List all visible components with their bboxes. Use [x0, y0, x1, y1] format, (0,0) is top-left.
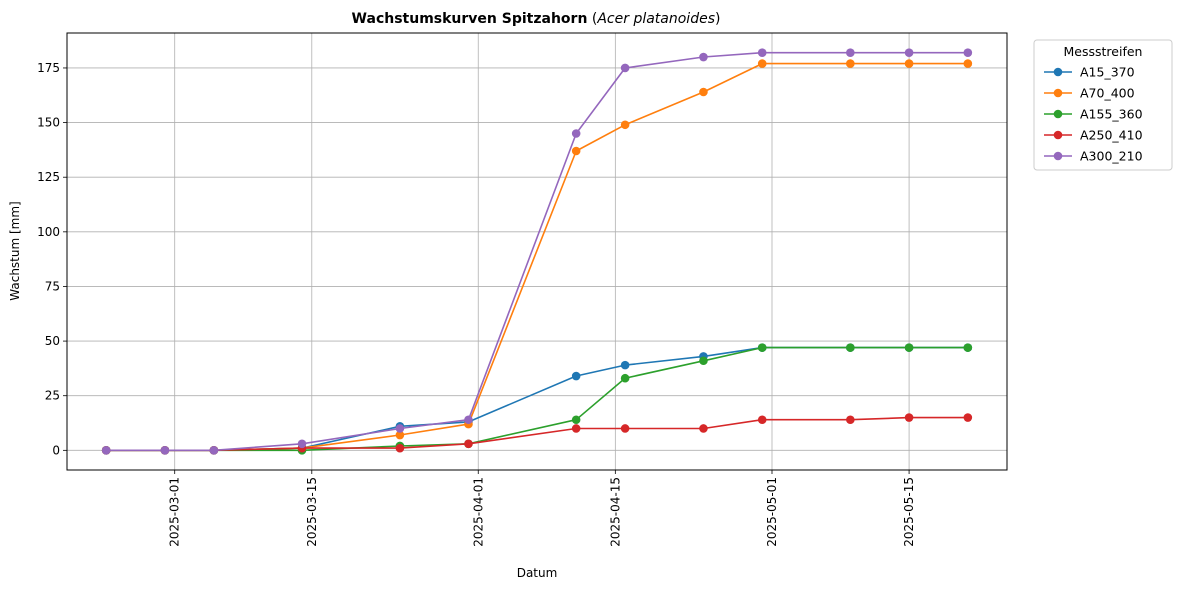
legend: Messstreifen A15_370 A70_400 A155_360 A250_4… [1033, 39, 1173, 171]
y-tick-label: 175 [37, 61, 60, 75]
data-point [571, 129, 581, 138]
data-point [571, 424, 581, 433]
legend-item: A15_370 [1044, 65, 1135, 80]
legend-swatch-marker [1053, 130, 1063, 140]
x-axis-label: Datum [517, 566, 558, 580]
y-tick-label: 25 [45, 389, 60, 403]
y-tick-label: 100 [37, 225, 60, 239]
legend-item: A155_360 [1044, 107, 1143, 122]
legend-swatch-marker [1053, 109, 1063, 119]
y-tick-label: 75 [45, 279, 60, 293]
data-point [904, 413, 914, 422]
data-point [620, 373, 630, 383]
y-tick-label: 0 [52, 443, 60, 457]
legend-label: A15_370 [1080, 65, 1135, 80]
legend-label: A300_210 [1080, 149, 1143, 164]
legend-item: A250_410 [1044, 128, 1143, 143]
legend-swatch-marker [1053, 67, 1063, 77]
plot-frame [66, 32, 1008, 471]
data-point [699, 424, 708, 433]
legend-item: A70_400 [1044, 86, 1135, 101]
data-point [395, 443, 405, 453]
y-tick-label: 125 [37, 170, 60, 184]
data-point [571, 371, 581, 381]
data-point [846, 59, 855, 68]
data-point [620, 120, 630, 130]
data-point [297, 439, 307, 449]
legend-item: A300_210 [1044, 149, 1143, 164]
data-point [699, 52, 708, 62]
chart-title-species: Acer platanoides [596, 11, 715, 27]
data-point [963, 59, 973, 68]
x-tick-label: 2025-05-01 [765, 477, 779, 547]
data-point [571, 415, 581, 425]
data-point [904, 343, 914, 352]
x-tick-label: 2025-05-15 [902, 477, 916, 547]
legend-label: A250_410 [1080, 128, 1143, 143]
data-point [160, 446, 170, 455]
legend-label: A155_360 [1080, 107, 1143, 122]
chart-title: Wachstumskurven Spitzahorn (Acer platano… [352, 11, 721, 27]
data-point [464, 439, 473, 449]
data-point [620, 360, 630, 370]
data-point [757, 59, 767, 68]
data-point [620, 424, 630, 433]
legend-swatch-marker [1053, 151, 1063, 161]
data-point [757, 48, 767, 57]
x-tick-label: 2025-04-01 [471, 477, 485, 547]
data-point [846, 343, 855, 352]
data-point [904, 59, 914, 68]
chart-title-main: Wachstumskurven Spitzahorn [352, 11, 588, 27]
data-point [101, 446, 111, 455]
y-tick-label: 50 [45, 334, 60, 348]
series-lines [101, 48, 973, 455]
series-A300_210 [101, 48, 973, 455]
data-point [395, 424, 405, 433]
grid [67, 33, 1007, 470]
data-point [699, 356, 708, 366]
data-point [757, 415, 767, 425]
y-tick-label: 150 [37, 116, 60, 130]
data-point [209, 446, 219, 455]
chart-title-open-paren: ( [587, 11, 597, 27]
data-point [464, 415, 473, 425]
x-tick-label: 2025-04-15 [608, 477, 622, 547]
data-point [963, 343, 973, 352]
data-point [699, 87, 708, 97]
data-point [395, 430, 405, 440]
chart-title-close-paren: ) [715, 11, 720, 27]
data-point [846, 48, 855, 57]
y-axis-label: Wachstum [mm] [8, 201, 22, 300]
data-point [904, 48, 914, 57]
data-point [846, 415, 855, 425]
data-point [757, 343, 767, 352]
data-point [963, 413, 973, 422]
x-tick-label: 2025-03-01 [168, 477, 182, 547]
x-tick-label: 2025-03-15 [305, 477, 319, 547]
axes: 0 25 50 75 100 125 150 175 2025-03-01 2025-03-15 2… [37, 61, 916, 547]
legend-label: A70_400 [1080, 86, 1135, 101]
legend-title: Messstreifen [1064, 44, 1143, 59]
legend-swatch-marker [1053, 88, 1063, 98]
data-point [571, 146, 581, 156]
data-point [963, 48, 973, 57]
data-point [620, 63, 630, 73]
